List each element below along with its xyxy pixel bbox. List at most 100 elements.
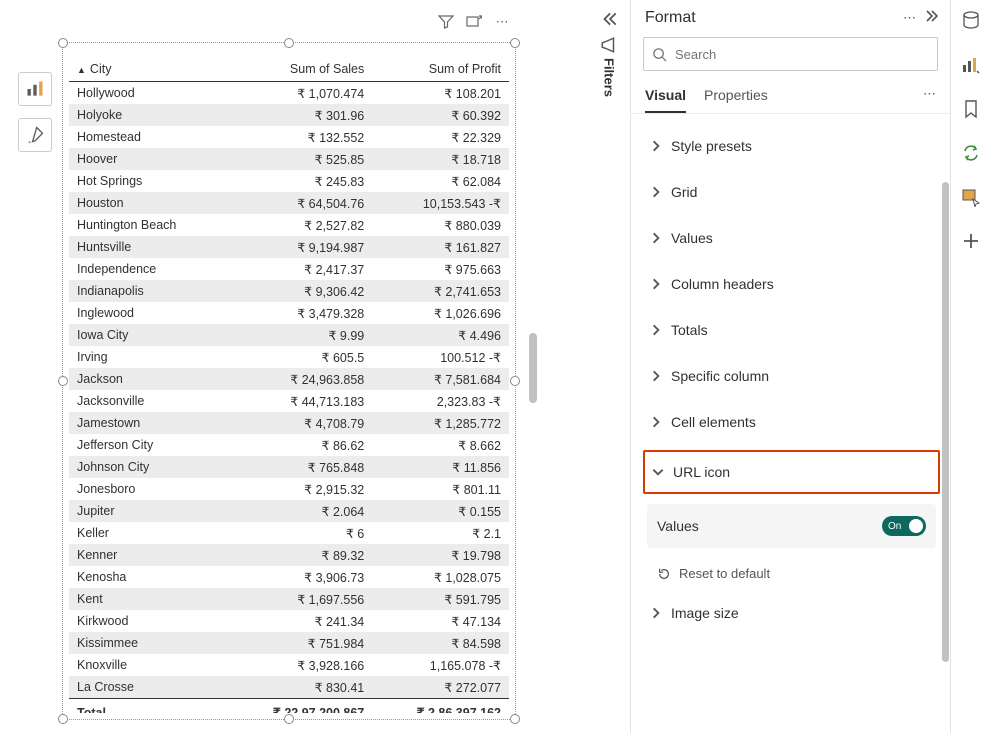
megaphone-icon [600, 36, 618, 54]
cell-sales: ₹ 2,417.37 [226, 258, 372, 280]
bookmark-icon[interactable] [960, 98, 982, 120]
data-pane-icon[interactable] [960, 10, 982, 32]
format-tool-button[interactable] [18, 118, 52, 152]
card-label: URL icon [673, 464, 730, 480]
card-label: Cell elements [671, 414, 756, 430]
format-card-style-presets: Style presets [643, 128, 940, 164]
table-row[interactable]: Irving₹ 605.5100.512 -₹ [69, 346, 509, 368]
search-input[interactable] [675, 47, 929, 62]
card-label: Totals [671, 322, 708, 338]
table-row[interactable]: Jacksonville₹ 44,713.1832,323.83 -₹ [69, 390, 509, 412]
card-header-values[interactable]: Values [643, 220, 940, 256]
cell-city: Hoover [69, 148, 226, 170]
cell-city: Knoxville [69, 654, 226, 676]
filter-icon[interactable] [437, 13, 455, 31]
table-scroll-region: ▲City Sum of Sales Sum of Profit Hollywo… [69, 57, 509, 713]
cell-sales: ₹ 245.83 [226, 170, 372, 192]
cell-profit: ₹ 801.11 [372, 478, 509, 500]
format-card-cell-elements: Cell elements [643, 404, 940, 440]
table-row[interactable]: Keller₹ 6₹ 2.1 [69, 522, 509, 544]
vertical-scrollbar[interactable] [529, 333, 537, 403]
reset-to-default[interactable]: Reset to default [643, 556, 940, 595]
table-row[interactable]: Hoover₹ 525.85₹ 18.718 [69, 148, 509, 170]
cell-sales: ₹ 525.85 [226, 148, 372, 170]
table-row[interactable]: Kissimmee₹ 751.984₹ 84.598 [69, 632, 509, 654]
format-card-grid: Grid [643, 174, 940, 210]
table-row[interactable]: Jackson₹ 24,963.858₹ 7,581.684 [69, 368, 509, 390]
card-header-image-size[interactable]: Image size [643, 595, 940, 631]
table-row[interactable]: Hollywood₹ 1,070.474₹ 108.201 [69, 82, 509, 105]
table-row[interactable]: Kirkwood₹ 241.34₹ 47.134 [69, 610, 509, 632]
table-row[interactable]: Indianapolis₹ 9,306.42₹ 2,741.653 [69, 280, 509, 302]
cell-sales: ₹ 44,713.183 [226, 390, 372, 412]
tab-properties[interactable]: Properties [704, 81, 768, 113]
table-row[interactable]: Huntsville₹ 9,194.987₹ 161.827 [69, 236, 509, 258]
table-row[interactable]: Jonesboro₹ 2,915.32₹ 801.11 [69, 478, 509, 500]
card-header-specific-column[interactable]: Specific column [643, 358, 940, 394]
values-label: Values [657, 518, 882, 534]
total-label: Total [69, 699, 226, 714]
report-canvas: ⋯ ▲City Sum of Sales Sum of Profit Holly… [0, 0, 590, 733]
table-row[interactable]: Jamestown₹ 4,708.79₹ 1,285.772 [69, 412, 509, 434]
format-cards-scrollbar[interactable] [942, 182, 949, 662]
cell-profit: ₹ 2.1 [372, 522, 509, 544]
card-header-url-icon[interactable]: URL icon [645, 452, 938, 492]
cell-profit: ₹ 591.795 [372, 588, 509, 610]
cell-sales: ₹ 24,963.858 [226, 368, 372, 390]
filters-pane-collapsed[interactable]: Filters [596, 8, 622, 726]
table-row[interactable]: Independence₹ 2,417.37₹ 975.663 [69, 258, 509, 280]
cell-sales: ₹ 2,915.32 [226, 478, 372, 500]
cell-profit: ₹ 60.392 [372, 104, 509, 126]
table-row[interactable]: Holyoke₹ 301.96₹ 60.392 [69, 104, 509, 126]
card-header-style-presets[interactable]: Style presets [643, 128, 940, 164]
expand-filters-icon[interactable] [600, 10, 618, 28]
table-row[interactable]: Iowa City₹ 9.99₹ 4.496 [69, 324, 509, 346]
table-row[interactable]: Homestead₹ 132.552₹ 22.329 [69, 126, 509, 148]
build-visual-icon[interactable] [960, 54, 982, 76]
table-row[interactable]: Kenner₹ 89.32₹ 19.798 [69, 544, 509, 566]
table-row[interactable]: Huntington Beach₹ 2,527.82₹ 880.039 [69, 214, 509, 236]
fields-tool-button[interactable] [18, 72, 52, 106]
format-search-box[interactable] [643, 37, 938, 71]
cell-sales: ₹ 86.62 [226, 434, 372, 456]
table-visual[interactable]: ⋯ ▲City Sum of Sales Sum of Profit Holly… [62, 42, 516, 720]
card-header-column-headers[interactable]: Column headers [643, 266, 940, 302]
cell-city: Johnson City [69, 456, 226, 478]
card-label: Grid [671, 184, 697, 200]
table-row[interactable]: Kenosha₹ 3,906.73₹ 1,028.075 [69, 566, 509, 588]
focus-mode-icon[interactable] [465, 13, 483, 31]
pane-collapse-icon[interactable] [924, 8, 940, 27]
sync-slicers-icon[interactable] [960, 142, 982, 164]
card-header-cell-elements[interactable]: Cell elements [643, 404, 940, 440]
table-row[interactable]: Johnson City₹ 765.848₹ 11.856 [69, 456, 509, 478]
table-row[interactable]: Knoxville₹ 3,928.1661,165.078 -₹ [69, 654, 509, 676]
table-row[interactable]: Jefferson City₹ 86.62₹ 8.662 [69, 434, 509, 456]
cell-profit: ₹ 1,285.772 [372, 412, 509, 434]
table-total-row: Total ₹ 22,97,200.867 ₹ 2,86,397.162 [69, 699, 509, 714]
card-header-grid[interactable]: Grid [643, 174, 940, 210]
tabs-more-icon[interactable]: ⋯ [923, 86, 936, 108]
col-header-city[interactable]: ▲City [69, 57, 226, 82]
cell-sales: ₹ 830.41 [226, 676, 372, 699]
table-row[interactable]: La Crosse₹ 830.41₹ 272.077 [69, 676, 509, 699]
pane-more-icon[interactable]: ⋯ [903, 10, 916, 26]
add-icon[interactable] [960, 230, 982, 252]
card-header-totals[interactable]: Totals [643, 312, 940, 348]
values-toggle[interactable]: On [882, 516, 926, 536]
table-row[interactable]: Inglewood₹ 3,479.328₹ 1,026.696 [69, 302, 509, 324]
tab-visual[interactable]: Visual [645, 81, 686, 113]
cell-city: Jacksonville [69, 390, 226, 412]
table-row[interactable]: Hot Springs₹ 245.83₹ 62.084 [69, 170, 509, 192]
table-row[interactable]: Kent₹ 1,697.556₹ 591.795 [69, 588, 509, 610]
cell-city: Kissimmee [69, 632, 226, 654]
more-options-icon[interactable]: ⋯ [493, 13, 511, 31]
table-row[interactable]: Houston₹ 64,504.7610,153.543 -₹ [69, 192, 509, 214]
card-label: Style presets [671, 138, 752, 154]
format-tabs: Visual Properties ⋯ [631, 81, 950, 114]
table-row[interactable]: Jupiter₹ 2.064₹ 0.155 [69, 500, 509, 522]
cell-sales: ₹ 4,708.79 [226, 412, 372, 434]
col-header-sales[interactable]: Sum of Sales [226, 57, 372, 82]
format-pane: Format ⋯ Visual Properties ⋯ Style prese… [630, 0, 950, 733]
col-header-profit[interactable]: Sum of Profit [372, 57, 509, 82]
selection-pane-icon[interactable] [960, 186, 982, 208]
